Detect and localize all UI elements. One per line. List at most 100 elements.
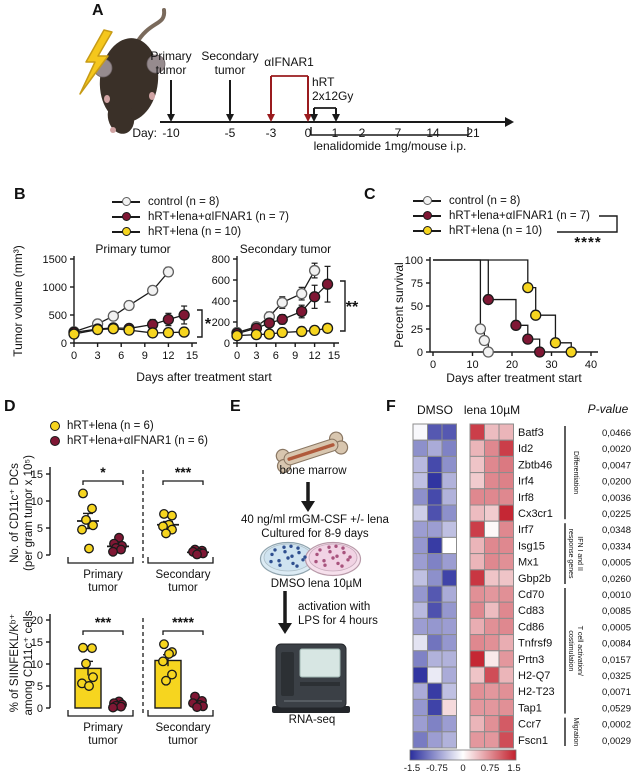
x-tick-label: 0: [430, 359, 436, 371]
lena-marker: [147, 327, 159, 339]
ifnar-marker: [522, 333, 534, 345]
y-tick-label: 200: [212, 317, 230, 329]
x-tick-label: 15: [186, 350, 198, 362]
bone-marrow-line: [287, 443, 335, 461]
colorbar-tick: -1.5: [403, 763, 421, 774]
colorbar-tick: 0: [460, 763, 466, 774]
heatmap-cell: [412, 682, 428, 700]
lena-marker-icon: [112, 227, 140, 236]
legend-label: hRT+lena+αIFNAR1 (n = 6): [67, 434, 208, 447]
category-label: Secondary: [156, 722, 211, 734]
heatmap-cell: [427, 731, 443, 749]
heatmap-cell: [498, 698, 514, 717]
heatmap-cell: [498, 617, 514, 636]
panel-label-a: A: [92, 2, 104, 19]
y-tick-label: 0: [37, 550, 43, 562]
primary-tumor-label: Primary: [150, 49, 191, 63]
petri-dish-cells: [269, 544, 352, 568]
heatmap-cell: [484, 634, 500, 652]
control-marker-icon: [112, 197, 140, 206]
ifnar-marker: [192, 549, 202, 560]
lena-cell-dot: [336, 561, 340, 566]
sig-label: ****: [172, 614, 194, 630]
dmso-cell-dot: [269, 559, 273, 564]
panel-label-e: E: [230, 398, 241, 415]
control-marker: [276, 296, 288, 309]
gene-label: Fscn1: [518, 735, 548, 747]
ifnar-marker-icon: [50, 435, 60, 446]
heatmap-cell: [412, 455, 428, 474]
group-baseline: [147, 557, 214, 564]
gene-label: Cd86: [518, 621, 544, 633]
day-prefix: Day:: [132, 126, 157, 140]
y-tick-label: 0: [417, 347, 423, 359]
heatmap-cell: [469, 455, 485, 474]
ifnar-marker: [296, 305, 308, 318]
y-tick-label: 5: [37, 681, 43, 693]
lena-marker: [81, 658, 91, 669]
heatmap-cell: [498, 423, 514, 441]
heatmap-cell: [412, 585, 428, 603]
heatmap-cell: [441, 569, 457, 587]
sig-bracket: [162, 630, 204, 635]
ifnar-marker-icon: [413, 211, 441, 220]
event-arrowhead: [167, 114, 175, 122]
heatmap-cell: [484, 601, 500, 619]
lena-cell-dot: [322, 559, 326, 563]
y-tick-label: 10: [31, 496, 43, 508]
heatmap-cell: [441, 536, 457, 555]
lena-cell-dot: [323, 563, 327, 567]
dmso-cell-dot: [289, 544, 293, 548]
mouse-paw-left: [104, 95, 110, 103]
heatmap-cell: [427, 423, 443, 441]
dmso-cell-dot: [290, 554, 294, 558]
x-tick-label: 12: [162, 350, 174, 362]
p-value: 0,0036: [602, 493, 631, 504]
heatmap-cell: [469, 488, 485, 506]
panel-label-c: C: [364, 186, 376, 203]
heatmap-cell: [484, 439, 500, 457]
gene-label: Mx1: [518, 557, 539, 569]
heatmap-cell: [412, 472, 428, 490]
y-tick-label: 1000: [43, 282, 67, 294]
legend-item-lena: hRT+lena (n = 10): [413, 223, 590, 238]
heatmap-cell: [427, 455, 443, 474]
mouse-tail: [134, 8, 167, 46]
gene-label: Irf4: [518, 476, 534, 488]
heatmap-cell: [469, 698, 485, 717]
gene-label: Tap1: [518, 702, 542, 714]
sig-bracket: [82, 480, 124, 485]
category-label: Primary: [83, 722, 123, 734]
heatmap-cell: [484, 504, 500, 522]
lena-marker: [91, 323, 104, 336]
sequencer-icon: [272, 643, 350, 713]
gene-label: Prtn3: [518, 654, 544, 666]
p-value: 0,0071: [602, 687, 631, 698]
gene-label: Ccr7: [518, 719, 541, 731]
lena-marker: [159, 639, 169, 650]
control-marker: [482, 346, 494, 358]
panel-label-d: D: [4, 398, 16, 415]
lena-marker-icon: [413, 226, 441, 235]
legend-item-control: control (n = 8): [112, 194, 289, 209]
heatmap-cell: [441, 666, 457, 684]
heatmap-cell: [412, 666, 428, 684]
lena-marker: [78, 488, 88, 499]
mouse-illustration: [79, 8, 167, 134]
y-tick-label: 15: [31, 469, 43, 481]
lena-cell-dot: [315, 552, 319, 557]
heatmap-cell: [427, 472, 443, 490]
heatmap-cell: [469, 472, 485, 490]
x-tick-label: 9: [142, 350, 148, 362]
dmso-cell-dot: [273, 548, 277, 552]
hrt-label: 2x12Gy: [312, 89, 353, 103]
legend-label: hRT+lena+αIFNAR1 (n = 7): [449, 209, 590, 222]
group-label: Migration: [572, 717, 579, 746]
heatmap-cell: [441, 585, 457, 603]
heatmap-cell: [498, 650, 514, 668]
group-baseline: [147, 710, 214, 717]
category-label: tumor: [168, 582, 198, 594]
dmso-cell-dot: [278, 563, 282, 567]
heatmap-cell: [412, 698, 428, 717]
ifnar-marker: [192, 702, 202, 713]
